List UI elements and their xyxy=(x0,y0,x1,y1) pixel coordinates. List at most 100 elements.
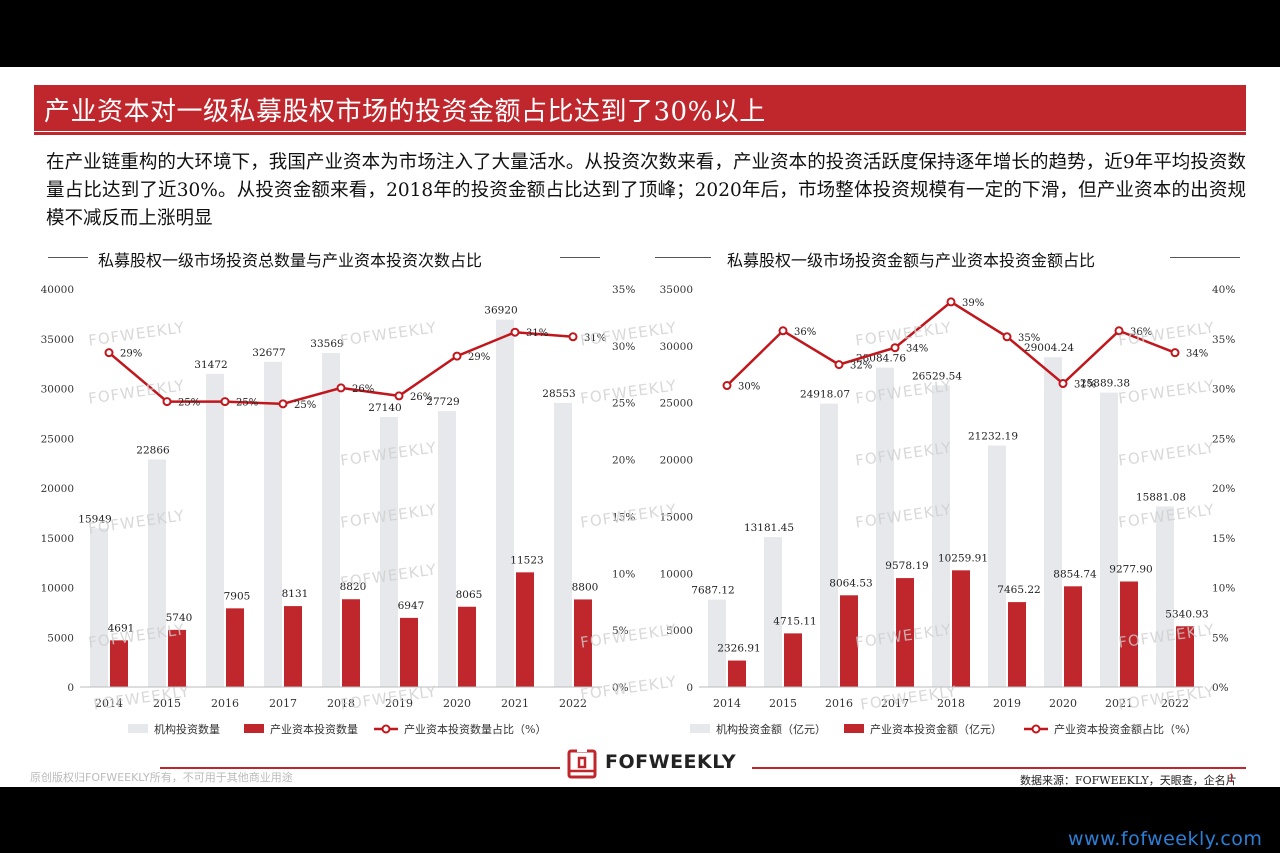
chart-title-rule xyxy=(48,257,88,258)
x-tick-label: 2018 xyxy=(937,697,965,710)
share-point xyxy=(890,343,900,353)
share-label: 25% xyxy=(294,400,316,411)
share-point xyxy=(568,332,578,342)
x-tick-label: 2022 xyxy=(559,697,587,710)
bar-total xyxy=(988,445,1006,687)
title-underline xyxy=(34,132,1246,135)
share-point xyxy=(336,383,346,393)
footer-rule-left xyxy=(160,767,560,769)
bar-total xyxy=(708,599,726,687)
legend-swatch-total xyxy=(690,724,710,733)
share-label: 25% xyxy=(236,398,258,409)
data-label-industry: 7905 xyxy=(224,590,251,602)
y2-tick-label: 20% xyxy=(612,455,635,467)
bar-total xyxy=(148,459,166,687)
x-tick-label: 2018 xyxy=(327,697,355,710)
y2-tick-label: 5% xyxy=(612,625,629,637)
data-source: 数据来源：FOFWEEKLY，天眼查，企名片 xyxy=(1020,774,1237,787)
bar-total xyxy=(1044,357,1062,687)
bar-industry xyxy=(1176,626,1194,687)
x-tick-label: 2019 xyxy=(385,697,413,710)
chart-title-right: 私募股权一级市场投资金额与产业资本投资金额占比 xyxy=(727,251,1096,270)
share-label: 34% xyxy=(906,344,928,355)
chart-title-rule xyxy=(1170,257,1240,258)
share-point xyxy=(722,381,732,391)
data-label-total: 21232.19 xyxy=(968,431,1018,443)
bar-industry xyxy=(1008,602,1026,687)
data-label-industry: 8800 xyxy=(572,581,599,593)
bar-industry xyxy=(1064,586,1082,687)
chart-title-left: 私募股权一级市场投资总数量与产业资本投资次数占比 xyxy=(98,251,483,270)
bar-industry xyxy=(458,606,476,687)
share-point xyxy=(1114,326,1124,336)
bar-total xyxy=(876,367,894,687)
data-label-industry: 7465.22 xyxy=(997,584,1040,596)
bar-industry xyxy=(168,629,186,687)
share-label: 25% xyxy=(178,398,200,409)
page-number: 1 xyxy=(1228,772,1235,785)
y2-tick-label: 35% xyxy=(1212,334,1235,346)
y2-tick-label: 20% xyxy=(1212,483,1235,495)
website-url[interactable]: www.fofweekly.com xyxy=(1068,828,1263,850)
legend-label-total: 机构投资数量 xyxy=(154,722,220,736)
data-label-total: 33569 xyxy=(310,338,343,350)
x-tick-label: 2016 xyxy=(211,697,239,710)
bar-total xyxy=(820,403,838,687)
share-point xyxy=(1002,332,1012,342)
legend-label-total: 机构投资金额（亿元） xyxy=(716,722,826,736)
share-point xyxy=(510,327,520,337)
data-label-industry: 9578.19 xyxy=(885,560,928,572)
data-label-total: 7687.12 xyxy=(691,585,734,597)
x-tick-label: 2021 xyxy=(1105,697,1133,710)
data-label-total: 32677 xyxy=(252,347,285,359)
y2-tick-label: 15% xyxy=(612,511,635,523)
y2-tick-label: 0% xyxy=(612,682,629,694)
share-point xyxy=(162,397,172,407)
data-label-industry: 4691 xyxy=(108,622,135,634)
chart-investment-count: 0 5000 10000 15000 20000 25000 30000 35000 40000… xyxy=(41,284,1236,736)
x-tick-label: 2015 xyxy=(769,697,797,710)
share-label: 31% xyxy=(1074,380,1096,391)
data-label-total: 25889.38 xyxy=(1080,378,1130,390)
y2-tick-label: 10% xyxy=(1212,583,1235,595)
data-label-industry: 5340.93 xyxy=(1165,608,1208,620)
x-tick-label: 2021 xyxy=(501,697,529,710)
legend-label-share: 产业资本投资数量占比（%） xyxy=(404,722,546,736)
y2-tick-label: 10% xyxy=(612,568,635,580)
y-tick-label: 25000 xyxy=(660,398,693,410)
share-point xyxy=(452,351,462,361)
data-label-industry: 8820 xyxy=(340,581,367,593)
y-tick-label: 5000 xyxy=(666,625,693,637)
data-label-total: 24918.07 xyxy=(800,389,850,401)
y2-tick-label: 35% xyxy=(612,284,635,296)
data-label-total: 13181.45 xyxy=(744,522,794,534)
bar-total xyxy=(206,373,224,687)
bar-total xyxy=(554,402,572,687)
title-bar: 产业资本对一级私募股权市场的投资金额占比达到了30%以上 xyxy=(34,85,1246,131)
data-label-industry: 5740 xyxy=(166,612,193,624)
share-point xyxy=(1058,379,1068,389)
y2-tick-label: 25% xyxy=(612,398,635,410)
x-tick-label: 2017 xyxy=(881,697,909,710)
bar-industry xyxy=(574,599,592,687)
y-tick-label: 10000 xyxy=(660,568,693,580)
x-tick-label: 2015 xyxy=(153,697,181,710)
data-label-industry: 8131 xyxy=(282,588,309,600)
data-label-industry: 2326.91 xyxy=(717,643,760,655)
bar-total xyxy=(380,416,398,687)
data-label-industry: 9277.90 xyxy=(1109,563,1152,575)
data-label-total: 27140 xyxy=(368,402,401,414)
bar-industry xyxy=(952,570,970,687)
bar-industry xyxy=(284,606,302,687)
share-label: 36% xyxy=(1130,327,1152,338)
bar-total xyxy=(322,352,340,687)
bar-total xyxy=(496,319,514,687)
y-tick-label: 20000 xyxy=(41,483,74,495)
share-label: 36% xyxy=(794,327,816,338)
bar-total xyxy=(932,385,950,687)
share-point xyxy=(1170,348,1180,358)
x-tick-label: 2020 xyxy=(443,697,471,710)
x-tick-label: 2022 xyxy=(1161,697,1189,710)
share-label: 35% xyxy=(1018,333,1040,344)
bar-total xyxy=(264,361,282,687)
